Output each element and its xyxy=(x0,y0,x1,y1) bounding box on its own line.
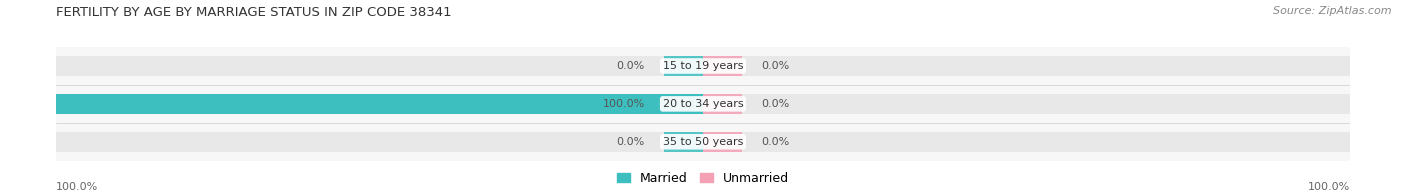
Bar xyxy=(664,56,703,76)
Bar xyxy=(703,132,742,152)
Bar xyxy=(56,94,703,114)
Bar xyxy=(703,56,742,76)
Bar xyxy=(703,132,1350,152)
Bar xyxy=(56,56,703,76)
Bar xyxy=(703,94,1350,114)
Text: 100.0%: 100.0% xyxy=(1308,182,1350,192)
Bar xyxy=(703,56,1350,76)
Text: 0.0%: 0.0% xyxy=(761,99,789,109)
Text: Source: ZipAtlas.com: Source: ZipAtlas.com xyxy=(1274,6,1392,16)
Text: 0.0%: 0.0% xyxy=(617,61,645,71)
Legend: Married, Unmarried: Married, Unmarried xyxy=(612,167,794,190)
Bar xyxy=(56,94,703,114)
Text: 20 to 34 years: 20 to 34 years xyxy=(662,99,744,109)
Text: 0.0%: 0.0% xyxy=(761,137,789,147)
Bar xyxy=(664,94,703,114)
Text: 100.0%: 100.0% xyxy=(56,182,98,192)
Text: 0.0%: 0.0% xyxy=(617,137,645,147)
Bar xyxy=(703,94,742,114)
Text: FERTILITY BY AGE BY MARRIAGE STATUS IN ZIP CODE 38341: FERTILITY BY AGE BY MARRIAGE STATUS IN Z… xyxy=(56,6,451,19)
Text: 100.0%: 100.0% xyxy=(603,99,645,109)
Text: 15 to 19 years: 15 to 19 years xyxy=(662,61,744,71)
Text: 35 to 50 years: 35 to 50 years xyxy=(662,137,744,147)
Bar xyxy=(56,132,703,152)
Bar xyxy=(664,132,703,152)
Text: 0.0%: 0.0% xyxy=(761,61,789,71)
